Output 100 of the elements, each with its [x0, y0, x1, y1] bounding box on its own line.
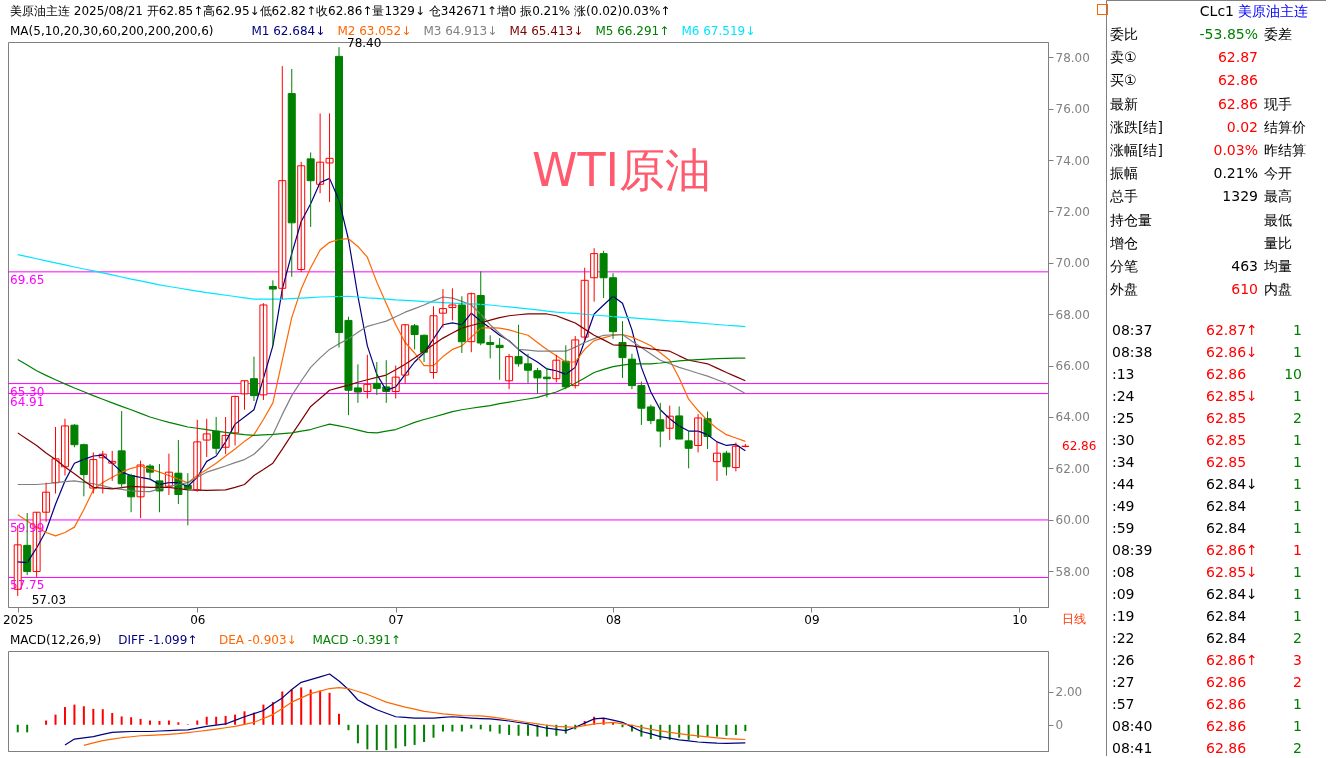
text: 62.86: [1217, 72, 1259, 89]
text: 62.87↑: [1206, 322, 1258, 338]
text: 08:39: [1112, 542, 1153, 558]
bar: [347, 724, 350, 731]
text: 1: [1293, 542, 1302, 558]
bar: [498, 724, 501, 734]
candlestick: [684, 430, 693, 469]
bar: [432, 724, 435, 738]
text: 1: [1293, 520, 1302, 536]
y-tick-label: 62.00: [1055, 461, 1090, 476]
legend-title: MACD(12,26,9): [10, 633, 102, 647]
candlestick: [259, 302, 268, 401]
bar: [158, 721, 161, 725]
bar: [470, 724, 473, 729]
text: :08: [1112, 564, 1135, 580]
text: 增仓: [1109, 234, 1138, 251]
y-tick-label: 66.00: [1055, 359, 1090, 374]
text: 1: [1293, 696, 1302, 712]
text: 08:40: [1112, 718, 1153, 734]
text: 62.84: [1206, 520, 1247, 536]
text: 振幅: [1110, 165, 1138, 182]
text: 最低: [1264, 211, 1292, 228]
line-series: [64, 673, 746, 746]
text: 日线: [1062, 612, 1086, 626]
annotation: 57.03: [31, 592, 67, 607]
text: 2: [1293, 410, 1302, 426]
annotation: 78.40: [347, 36, 382, 51]
text: 1: [1293, 718, 1302, 734]
text: M4 65.413↓: [509, 24, 584, 38]
bar: [517, 724, 520, 736]
candlestick: [410, 323, 419, 350]
text: 均量: [1263, 258, 1292, 274]
text: 最新: [1110, 95, 1138, 112]
bar: [527, 724, 529, 736]
text: 持仓量: [1110, 211, 1152, 228]
bar: [73, 704, 76, 725]
bar: [177, 722, 180, 725]
text: 62.84↓: [1206, 586, 1258, 602]
text: 1: [1293, 564, 1302, 580]
candlestick: [202, 418, 211, 458]
text: 62.85↓: [1206, 388, 1258, 404]
text: M6 67.519↓: [681, 24, 756, 38]
text: 1: [1293, 454, 1302, 470]
candlestick: [448, 287, 457, 321]
bar: [385, 724, 388, 751]
text: M3 64.913↓: [423, 24, 498, 38]
bar: [508, 724, 511, 735]
text: 62.86: [1206, 696, 1247, 712]
text: 62.86↑: [1206, 542, 1258, 558]
x-tick-label: 09: [804, 612, 820, 627]
text: 62.85↓: [1206, 564, 1258, 580]
text: 委比: [1110, 26, 1138, 42]
y-tick-label: 76.00: [1055, 102, 1090, 117]
text: :26: [1112, 652, 1135, 668]
text: 1: [1293, 586, 1302, 602]
text: :34: [1112, 454, 1135, 470]
text: 结算价: [1264, 118, 1306, 135]
y-tick-label: 68.00: [1055, 307, 1090, 322]
text: :30: [1112, 432, 1135, 448]
text: 62.86: [1206, 718, 1247, 734]
annotation: WTI原油: [532, 142, 712, 197]
x-tick-label: 10: [1012, 612, 1028, 627]
text: :27: [1112, 674, 1135, 690]
bar: [413, 724, 416, 745]
text: :57: [1112, 696, 1135, 712]
text: DEA -0.903↓: [219, 633, 297, 647]
bar: [678, 724, 681, 738]
text: 0.21%: [1213, 165, 1258, 182]
text: CLc1: [1199, 3, 1234, 19]
text: 0.03%: [1213, 142, 1258, 158]
text: :22: [1112, 630, 1135, 646]
text: :19: [1112, 608, 1135, 624]
bar: [16, 724, 19, 733]
bar: [120, 716, 123, 725]
text: 62.86: [1206, 366, 1247, 382]
text: 08:38: [1112, 344, 1153, 360]
text: :59: [1112, 520, 1135, 536]
y-tick-label: 58.00: [1055, 564, 1090, 579]
text: 买①: [1110, 72, 1137, 89]
text: 1: [1293, 322, 1302, 338]
text: 总手: [1109, 188, 1138, 205]
text: 62.85: [1206, 454, 1247, 470]
bar: [441, 724, 444, 732]
bar: [356, 724, 359, 744]
text: DIFF -1.099↑: [118, 633, 198, 647]
bar: [489, 724, 492, 732]
chart-title: 美原油主连 2025/08/21 开62.85↑高62.95↓低62.82↑收62.86↑量1329↓ 仓342671↑增0 振0.21% 涨(0.02)0.03%↑: [10, 4, 671, 18]
text: 涨幅[结]: [1110, 142, 1163, 158]
text: 62.86: [1062, 439, 1097, 454]
text: -53.85%: [1199, 26, 1258, 42]
bar: [139, 718, 142, 725]
bar: [319, 690, 322, 725]
bar: [205, 716, 208, 725]
text: 62.86: [1206, 740, 1247, 756]
text: 2: [1293, 674, 1302, 690]
x-tick-label: 07: [388, 612, 404, 627]
text: 内盘: [1264, 281, 1292, 298]
bar: [366, 724, 369, 750]
bar: [706, 724, 709, 737]
text: :09: [1112, 586, 1135, 602]
